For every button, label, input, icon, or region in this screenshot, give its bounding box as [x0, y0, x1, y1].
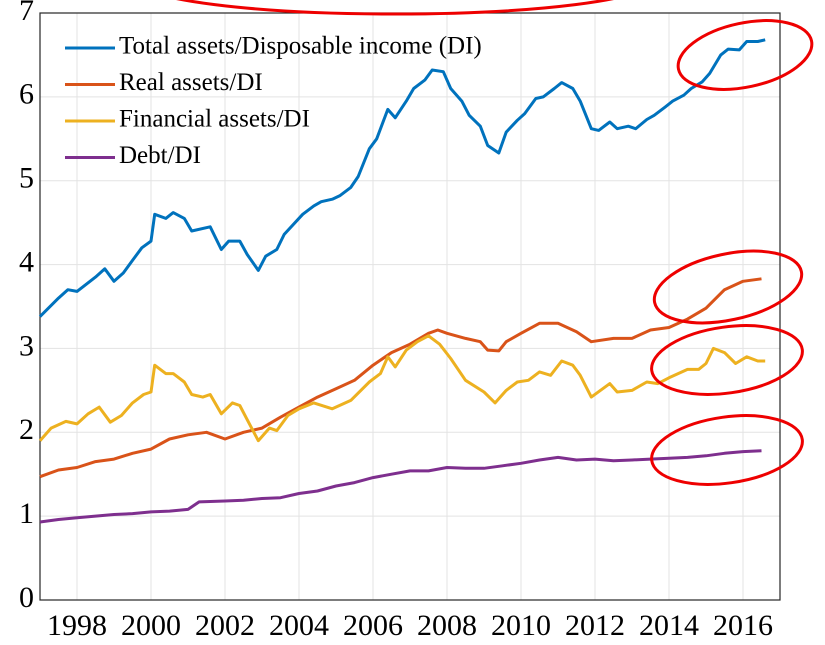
x-tick-label: 2002	[195, 609, 255, 642]
x-tick-label: 1998	[47, 609, 107, 642]
x-tick-label: 2008	[417, 609, 477, 642]
x-tick-label: 2016	[713, 609, 773, 642]
y-tick-label: 1	[19, 497, 34, 530]
y-tick-label: 2	[19, 413, 34, 446]
x-tick-label: 2004	[269, 609, 329, 642]
y-tick-label: 4	[19, 245, 34, 278]
highlight-ellipse	[676, 19, 814, 91]
highlight-ellipse	[650, 324, 804, 396]
legend-label: Real assets/DI	[119, 69, 263, 96]
x-tick-label: 2010	[491, 609, 551, 642]
y-tick-label: 0	[19, 581, 34, 614]
y-tick-label: 5	[19, 162, 34, 195]
highlight-ellipse	[652, 249, 804, 325]
x-tick-label: 2000	[121, 609, 181, 642]
x-tick-label: 2014	[639, 609, 699, 642]
highlight-ellipse	[176, 0, 614, 16]
x-tick-label: 2012	[565, 609, 625, 642]
highlight-ellipse	[650, 414, 804, 486]
series-line	[38, 38, 766, 318]
legend-label: Total assets/Disposable income (DI)	[119, 33, 482, 60]
y-tick-label: 6	[19, 78, 34, 111]
x-tick-label: 2006	[343, 609, 403, 642]
y-tick-label: 3	[19, 329, 34, 362]
legend-label: Debt/DI	[119, 142, 201, 169]
series-line	[39, 449, 762, 524]
series-line	[39, 277, 762, 479]
y-tick-label: 7	[19, 0, 34, 27]
legend-label: Financial assets/DI	[119, 106, 310, 133]
series-line	[38, 334, 766, 443]
annotations	[176, 0, 814, 486]
plot: 0 1 2 3 4 5 6 7 1998 2000 2002 2004 2006 2008 2010 2012…	[19, 0, 781, 642]
